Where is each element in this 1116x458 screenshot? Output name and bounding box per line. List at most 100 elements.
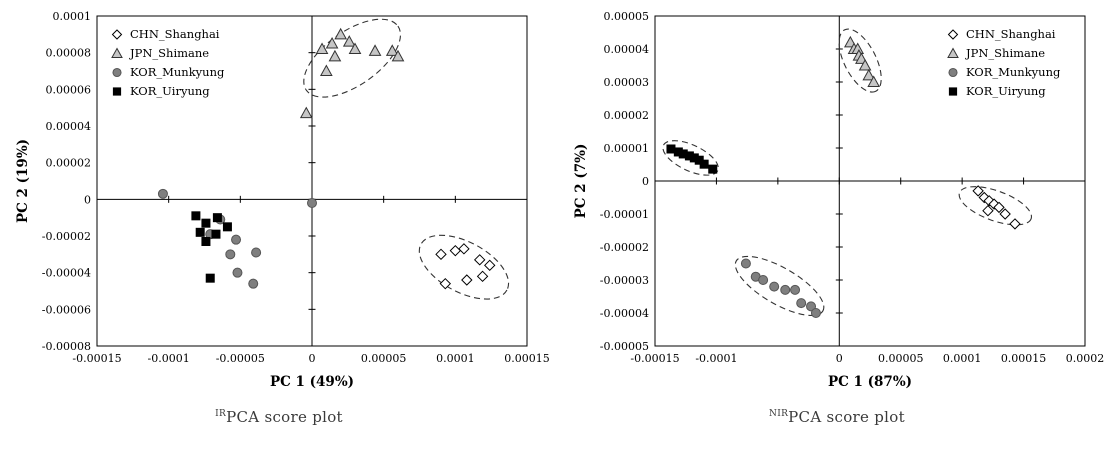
y-tick-label: 0.00008	[46, 47, 92, 60]
cluster-ellipse	[418, 234, 510, 300]
marker-diamond	[999, 208, 1011, 220]
caption-nir-text: PCA score plot	[788, 408, 905, 426]
marker-circle	[758, 275, 769, 285]
marker-triangle	[334, 27, 348, 40]
caption-nir-superscript: NIR	[769, 409, 789, 419]
marker-square	[201, 237, 211, 246]
marker-triangle	[368, 44, 382, 56]
legend-label: CHN_Shanghai	[966, 27, 1056, 41]
cluster-ellipse	[734, 255, 825, 317]
y-tick-label: 0.00006	[46, 83, 92, 96]
marker-triangle	[867, 75, 881, 87]
x-axis-title: PC 1 (49%)	[270, 374, 354, 390]
y-tick-label: 0.00004	[46, 120, 92, 133]
marker-circle	[780, 284, 791, 295]
marker-circle	[231, 234, 242, 245]
marker-diamond	[484, 259, 496, 272]
marker-square	[191, 211, 201, 221]
marker-diamond	[461, 274, 473, 286]
marker-triangle	[858, 58, 872, 71]
x-tick-label: -0.00005	[216, 352, 265, 365]
marker-diamond	[1009, 218, 1021, 230]
y-tick-label: -0.00004	[600, 307, 649, 320]
marker-circle	[769, 281, 780, 292]
legend-label: KOR_Uiryung	[130, 84, 210, 98]
y-tick-label: -0.00005	[600, 340, 649, 353]
y-tick-label: 0.00001	[604, 142, 650, 155]
x-tick-label: -0.0001	[695, 352, 737, 365]
y-tick-label: 0.00002	[604, 109, 650, 122]
legend-label: KOR_Munkyung	[130, 65, 225, 79]
marker-square	[205, 273, 215, 283]
marker-triangle	[299, 106, 313, 119]
nir-pca-chart: -0.00015 -0.0001 0 0.00005 0.0001 0.00015 0.00…	[573, 10, 1104, 390]
y-tick-label: 0.00005	[604, 10, 650, 23]
marker-diamond	[458, 243, 470, 255]
marker-circle	[796, 298, 807, 309]
x-tick-label: 0.00005	[361, 352, 407, 365]
marker-circle	[740, 258, 751, 269]
figure-nir: -0.00015 -0.0001 0 0.00005 0.0001 0.00015 0.00…	[558, 4, 1116, 458]
marker-square	[948, 87, 958, 96]
marker-diamond	[439, 277, 452, 290]
marker-square	[708, 164, 718, 174]
y-tick-label: -0.00002	[42, 230, 91, 243]
y-tick-label: 0	[642, 175, 649, 188]
marker-triangle	[391, 49, 405, 62]
marker-square	[112, 87, 122, 96]
x-tick-label: 0.0001	[436, 352, 475, 365]
x-tick-label: 0	[309, 352, 316, 365]
y-tick-label: -0.00002	[600, 241, 649, 254]
marker-circle	[948, 67, 958, 78]
marker-square	[201, 218, 211, 228]
marker-triangle	[862, 68, 876, 81]
y-tick-label: 0.00004	[604, 43, 650, 56]
marker-diamond	[988, 198, 1000, 210]
marker-diamond	[982, 204, 994, 217]
marker-square	[222, 222, 232, 232]
figure-ir: -0.00015 -0.0001 -0.00005 0 0.00005 0.0001 0.0…	[0, 4, 558, 458]
y-tick-label: 0	[84, 193, 91, 206]
y-tick-label: -0.00006	[42, 303, 91, 316]
marker-circle	[307, 198, 317, 208]
cluster-ellipse	[838, 28, 882, 93]
marker-triangle	[325, 36, 339, 49]
caption-nir: NIRPCA score plot	[769, 408, 905, 426]
marker-triangle	[319, 64, 333, 76]
cluster-ellipse	[958, 186, 1033, 226]
x-axis-title: PC 1 (87%)	[828, 374, 912, 390]
x-tick-label: -0.0001	[148, 352, 190, 365]
y-tick-label: -0.00003	[600, 274, 649, 287]
marker-diamond	[473, 254, 486, 266]
marker-triangle	[315, 42, 329, 54]
marker-square	[699, 159, 709, 169]
x-tick-label: 0.00005	[878, 352, 924, 365]
marker-triangle	[111, 47, 123, 58]
marker-circle	[806, 301, 817, 312]
marker-circle	[248, 278, 259, 289]
marker-diamond	[476, 270, 489, 283]
marker-diamond	[993, 201, 1005, 214]
marker-diamond	[435, 248, 447, 261]
x-tick-label: 0	[836, 352, 843, 365]
legend-label: JPN_Shimane	[965, 46, 1045, 60]
caption-ir: IRPCA score plot	[215, 408, 343, 426]
marker-circle	[251, 247, 262, 258]
marker-triangle	[348, 42, 362, 54]
marker-circle	[225, 249, 236, 260]
y-tick-label: 0.0001	[53, 10, 92, 23]
legend-label: KOR_Munkyung	[966, 65, 1061, 79]
cluster-ellipse	[662, 140, 719, 176]
y-tick-label: -0.00001	[600, 208, 649, 221]
marker-square	[195, 227, 205, 237]
marker-triangle	[947, 47, 959, 58]
y-axis-title: PC 2 (19%)	[15, 139, 31, 223]
marker-triangle	[385, 44, 399, 56]
marker-circle	[790, 284, 801, 295]
marker-square	[212, 213, 222, 223]
y-tick-label: -0.00008	[42, 340, 91, 353]
marker-circle	[232, 267, 243, 278]
marker-diamond	[947, 29, 959, 40]
marker-diamond	[111, 29, 123, 40]
